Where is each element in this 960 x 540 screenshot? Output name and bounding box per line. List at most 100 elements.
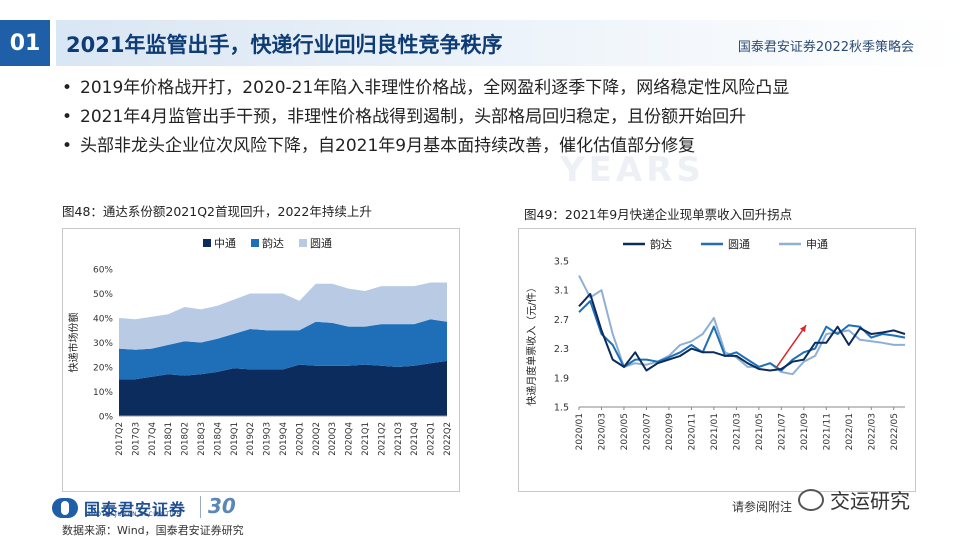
legend-label: 圆通: [728, 238, 750, 251]
x-tick-label: 2017Q4: [148, 422, 158, 456]
title-band: [56, 20, 960, 66]
legend-label: 韵达: [262, 236, 284, 250]
legend-label: 圆通: [310, 237, 332, 250]
x-tick-label: 2018Q3: [197, 422, 207, 456]
bullet-item: • 2021年4月监管出手干预，非理性价格战得到遏制，头部格局回归稳定，且份额开始…: [62, 103, 789, 132]
y-tick-label: 40%: [93, 315, 113, 325]
legend-label: 申通: [806, 238, 828, 251]
trend-arrow-line: [776, 324, 807, 368]
x-tick-label: 2021Q2: [377, 422, 387, 456]
x-tick-label: 2020Q2: [312, 422, 322, 456]
x-tick-label: 2019Q1: [230, 422, 240, 456]
y-axis-label: 快递市场份额: [67, 313, 80, 373]
area-series: [119, 282, 447, 350]
x-tick-label: 2021Q4: [410, 422, 420, 456]
y-tick-label: 10%: [93, 388, 113, 398]
x-tick-label: 2018Q2: [181, 422, 191, 456]
wechat-account-name: 交运研究: [830, 489, 910, 513]
legend-swatch: [299, 239, 307, 247]
x-tick-label: 2020/11: [687, 413, 697, 450]
x-tick-label: 2020Q4: [345, 422, 355, 456]
x-tick-label: 2019Q4: [279, 422, 289, 456]
x-tick-label: 2018Q1: [164, 422, 174, 456]
line-series: [578, 292, 906, 372]
bullet-dot-icon: •: [62, 107, 73, 127]
legend-swatch: [203, 239, 211, 247]
y-tick-label: 20%: [93, 364, 113, 374]
x-tick-label: 2020/05: [620, 413, 630, 450]
conference-title: 国泰君安证券2022秋季策略会: [737, 40, 914, 55]
company-logo: 国泰君安证券: [52, 496, 186, 520]
y-axis-label: 快递月度单票收入（元/件）: [525, 282, 538, 405]
page-title: 2021年监管出手，快递行业回归良性竞争秩序: [66, 33, 503, 57]
wechat-watermark: 交运研究: [798, 485, 910, 514]
y-tick-label: 1.5: [554, 403, 569, 414]
x-tick-label: 2021/09: [800, 413, 810, 451]
x-tick-label: 2022Q1: [427, 422, 437, 456]
x-tick-label: 2018Q4: [213, 422, 223, 456]
x-tick-label: 2017Q2: [115, 422, 125, 456]
bullet-dot-icon: •: [62, 136, 73, 156]
x-tick-label: 2022/03: [867, 413, 877, 450]
bullet-list: • 2019年价格战开打，2020-21年陷入非理性价格战，全网盈利逐季下降，网络…: [62, 74, 789, 161]
chart-panel-unit-revenue: 韵达 圆通 申通 1.5 1.9 2.3 2.7 3.1 3.5 2020/01 2020/03 20…: [518, 228, 916, 492]
y-tick-label: 0%: [99, 413, 114, 423]
area-series: [119, 319, 447, 380]
legend-swatch: [251, 239, 259, 247]
logo-mark-icon: [52, 498, 78, 518]
unit-revenue-line-chart: 韵达 圆通 申通 1.5 1.9 2.3 2.7 3.1 3.5 2020/01 2020/03 20…: [525, 237, 906, 451]
x-tick-label: 2021Q3: [394, 422, 404, 456]
section-number: 01: [0, 20, 50, 66]
x-tick-label: 2021/01: [710, 413, 720, 450]
x-tick-label: 2019Q3: [263, 422, 273, 456]
bullet-text: 头部非龙头企业位次风险下降，自2021年9月基本面持续改善，催化估值部分修复: [80, 136, 696, 156]
trend-arrow-head-icon: [799, 325, 807, 333]
x-tick-label: 2020/09: [665, 413, 675, 451]
logo-name: 国泰君安证券: [84, 500, 187, 519]
y-tick-label: 3.5: [554, 257, 569, 268]
x-tick-label: 2021/11: [822, 413, 832, 450]
bullet-item: • 头部非龙头企业位次风险下降，自2021年9月基本面持续改善，催化估值部分修复: [62, 132, 789, 161]
x-tick-label: 2017Q3: [131, 422, 141, 456]
anniversary-logo: 30: [208, 494, 236, 518]
x-tick-label: 2022Q2: [443, 422, 453, 456]
legend-label: 韵达: [650, 237, 672, 251]
y-tick-label: 2.7: [554, 315, 569, 326]
market-share-area-chart: 中通 韵达 圆通 0% 10% 20% 30% 40% 50% 60% 2017Q2 2017Q3 20…: [67, 236, 453, 456]
line-series: [578, 300, 906, 372]
line-series: [578, 275, 905, 376]
x-tick-label: 2020Q1: [295, 422, 305, 456]
y-tick-label: 3.1: [554, 286, 569, 297]
watermark-text: YEARS: [560, 150, 705, 190]
x-tick-label: 2022/05: [890, 413, 900, 450]
data-source-note: 数据来源：Wind，国泰君安证券研究: [62, 524, 244, 537]
x-tick-label: 2021/05: [755, 413, 765, 450]
bullet-text: 2021年4月监管出手干预，非理性价格战得到遏制，头部格局回归稳定，且份额开始回…: [80, 107, 747, 127]
y-tick-label: 2.3: [554, 344, 569, 355]
area-series: [119, 360, 447, 416]
y-tick-label: 60%: [93, 266, 113, 276]
x-tick-label: 2021/07: [777, 413, 787, 450]
legend-label: 中通: [214, 237, 236, 250]
y-tick-label: 30%: [93, 339, 113, 349]
x-tick-label: 2020Q3: [328, 422, 338, 456]
y-tick-label: 50%: [93, 290, 113, 300]
y-tick-label: 1.9: [554, 373, 569, 384]
figure-48-title: 图48：通达系份额2021Q2首现回升，2022年持续上升: [62, 204, 372, 219]
bullet-dot-icon: •: [62, 78, 73, 98]
chart-panel-market-share: 中通 韵达 圆通 0% 10% 20% 30% 40% 50% 60% 2017Q2 2017Q3 20…: [62, 228, 460, 492]
wechat-icon: [798, 488, 824, 511]
logo-english-name: GUOTAI JUNAN SECURITIES: [86, 511, 181, 518]
x-tick-label: 2021/03: [732, 413, 742, 450]
x-tick-label: 2019Q2: [246, 422, 256, 456]
bullet-text: 2019年价格战开打，2020-21年陷入非理性价格战，全网盈利逐季下降，网络稳…: [80, 78, 790, 98]
x-tick-label: 2020/03: [598, 413, 608, 450]
x-tick-label: 2020/01: [575, 413, 585, 450]
x-tick-label: 2021Q1: [361, 422, 371, 456]
figure-49-title: 图49：2021年9月快递企业现单票收入回升拐点: [524, 207, 793, 222]
bullet-item: • 2019年价格战开打，2020-21年陷入非理性价格战，全网盈利逐季下降，网络…: [62, 74, 789, 103]
x-tick-label: 2022/01: [845, 413, 855, 450]
logo-divider: [200, 496, 201, 518]
x-tick-label: 2020/07: [642, 413, 652, 450]
disclaimer-text: 请参阅附注: [732, 500, 793, 514]
